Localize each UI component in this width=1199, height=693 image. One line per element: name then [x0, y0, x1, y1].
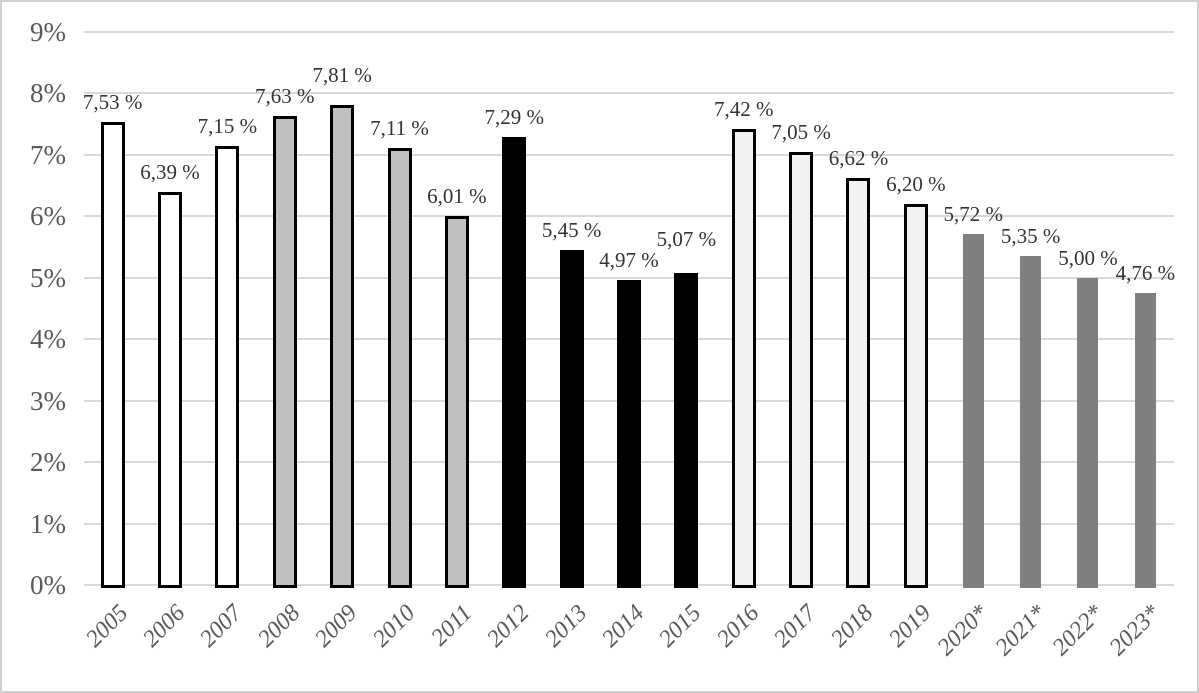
data-label: 6,62 %	[828, 146, 889, 171]
data-label: 6,39 %	[140, 160, 200, 185]
bar-2010	[387, 148, 412, 588]
bar-2019	[903, 204, 928, 588]
gridline	[84, 153, 1174, 156]
y-axis-tick-label: 8%	[30, 78, 66, 109]
bar-2017	[789, 151, 814, 588]
bar-2015	[674, 273, 699, 588]
data-label: 7,11 %	[370, 116, 429, 141]
data-label: 5,00 %	[1058, 245, 1118, 270]
y-axis-tick-label: 6%	[30, 201, 66, 232]
y-axis-tick-label: 3%	[30, 385, 66, 416]
gridline	[84, 92, 1174, 95]
y-axis-tick-label: 9%	[30, 17, 66, 47]
x-axis-category-label: 2012	[482, 600, 535, 653]
data-label: 7,29 %	[484, 105, 545, 130]
x-axis-category-label: 2015	[654, 600, 707, 653]
x-axis-category-label: 2017	[769, 600, 822, 653]
x-axis-category-label: 2021*	[990, 600, 1051, 661]
x-axis-category-label: 2014	[597, 600, 650, 653]
bar-2016	[731, 129, 756, 588]
x-axis-category-label: 2023*	[1104, 600, 1166, 661]
gridline	[84, 276, 1174, 279]
x-axis-category-label: 2018	[826, 600, 879, 653]
bar-2023*	[1134, 292, 1156, 588]
data-label: 5,07 %	[656, 227, 717, 252]
data-label: 6,20 %	[886, 172, 946, 197]
x-axis-category-label: 2019	[883, 600, 937, 653]
data-label: 5,72 %	[943, 201, 1003, 226]
data-label: 5,45 %	[541, 218, 602, 243]
x-axis-category-label: 2005	[80, 600, 134, 653]
y-axis-tick-label: 4%	[30, 324, 66, 355]
bar-2007	[215, 145, 240, 588]
data-label: 7,81 %	[312, 63, 372, 88]
data-label: 6,01 %	[427, 183, 487, 208]
bar-2006	[158, 192, 183, 588]
data-label: 7,05 %	[771, 119, 831, 144]
bar-2022*	[1077, 277, 1099, 588]
x-axis-category-label: 2009	[310, 600, 363, 653]
data-label: 7,53 %	[82, 90, 143, 115]
bar-2014	[617, 279, 641, 588]
x-axis-category-label: 2006	[138, 600, 191, 653]
x-axis-category-label: 2013	[539, 600, 593, 653]
bar-2020*	[962, 233, 984, 588]
y-axis-tick-label: 0%	[30, 570, 66, 600]
gridline	[84, 215, 1174, 218]
bar-2011	[444, 215, 469, 588]
y-axis-tick-label: 5%	[30, 262, 66, 293]
bar-2021*	[1020, 256, 1042, 588]
data-label: 7,63 %	[255, 84, 315, 109]
x-axis-category-label: 2008	[252, 600, 306, 653]
gridline	[84, 31, 1174, 33]
bar-2013	[559, 250, 584, 588]
x-axis-category-label: 2016	[711, 600, 765, 653]
x-axis-category-label: 2007	[195, 600, 248, 653]
x-axis-category-label: 2010	[367, 600, 420, 653]
x-axis-category-label: 2022*	[1047, 600, 1109, 661]
data-label: 7,42 %	[713, 97, 774, 122]
data-label: 7,15 %	[197, 113, 258, 138]
bar-2008	[272, 116, 297, 588]
y-axis-tick-label: 1%	[30, 508, 66, 539]
y-axis-tick-label: 2%	[30, 447, 66, 478]
bar-2018	[846, 178, 871, 588]
x-axis-category-label: 2011	[426, 600, 478, 652]
bar-2009	[330, 105, 355, 588]
data-label: 4,76 %	[1115, 260, 1176, 285]
x-axis-category-label: 2020*	[932, 600, 994, 661]
y-axis-tick-label: 7%	[30, 139, 66, 170]
bar-2005	[100, 122, 125, 588]
data-label: 4,97 %	[599, 247, 659, 272]
data-label: 5,35 %	[1000, 224, 1061, 249]
bar-2012	[502, 137, 527, 588]
